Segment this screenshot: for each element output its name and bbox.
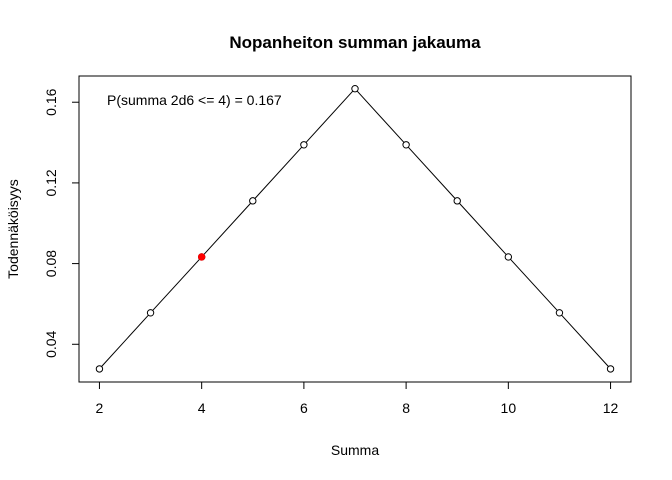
series-group [95, 85, 615, 373]
highlighted-point [197, 253, 206, 261]
series-line-segment [254, 146, 303, 199]
plot-frame [78, 75, 632, 383]
series-line-segment [510, 258, 558, 311]
x-axis: 2 4 6 8 10 12 [96, 381, 619, 416]
y-tick-label: 0.08 [43, 250, 59, 277]
y-tick-label: 0.12 [43, 169, 59, 196]
series-line-segment [407, 146, 456, 199]
y-tick-label: 0.16 [43, 88, 59, 115]
x-tick-label: 2 [96, 400, 104, 416]
series-line-segment [152, 258, 200, 311]
data-point [504, 253, 513, 261]
x-tick-label: 4 [198, 400, 206, 416]
data-point [95, 365, 104, 373]
series-line-segment [101, 314, 149, 367]
data-point [300, 141, 308, 149]
x-axis-label: Summa [331, 442, 379, 458]
series-line-segment [305, 90, 354, 143]
series-line-segment [356, 90, 405, 143]
series-line-segment [459, 202, 507, 255]
y-axis-label: Todennäköisyys [5, 179, 21, 279]
x-tick-label: 6 [300, 400, 308, 416]
series-line-segment [203, 202, 251, 255]
x-tick-label: 10 [501, 400, 517, 416]
data-point [402, 141, 410, 149]
data-point [555, 309, 564, 317]
data-point [146, 309, 155, 317]
probability-annotation: P(summa 2d6 <= 4) = 0.167 [107, 92, 282, 108]
y-tick-label: 0.04 [43, 330, 59, 357]
chart-title: Nopanheiton summan jakauma [229, 33, 481, 52]
data-point [453, 197, 461, 205]
series-line-segment [561, 314, 609, 367]
x-tick-label: 8 [402, 400, 410, 416]
x-tick-label: 12 [603, 400, 619, 416]
data-point [351, 85, 359, 93]
data-point [249, 197, 257, 205]
y-axis: 0.04 0.08 0.12 0.16 [43, 88, 80, 358]
data-point [606, 365, 615, 373]
